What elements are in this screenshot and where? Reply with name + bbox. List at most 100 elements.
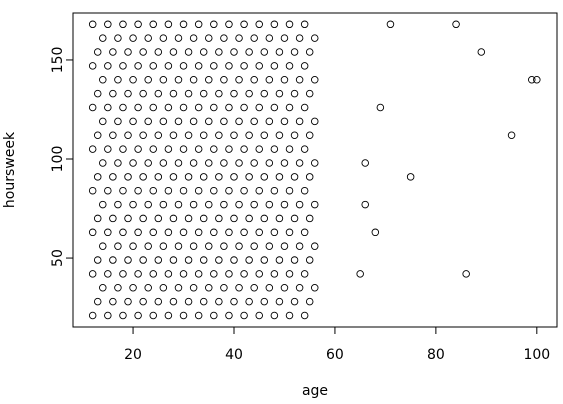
point [295, 117, 304, 126]
point [179, 311, 188, 320]
point [507, 131, 516, 139]
point [260, 256, 269, 264]
point [154, 131, 163, 139]
point [174, 76, 183, 84]
point [159, 34, 168, 42]
point [174, 242, 183, 250]
point [220, 76, 228, 84]
point [285, 145, 294, 153]
point [230, 131, 238, 139]
point [174, 284, 183, 292]
point [164, 103, 173, 112]
point [129, 76, 137, 84]
point [300, 270, 309, 278]
point [230, 297, 238, 306]
y-tick-label: 100 [50, 146, 66, 173]
point [104, 228, 112, 237]
point [139, 173, 147, 181]
point [93, 89, 102, 98]
point [285, 186, 294, 195]
point [205, 242, 213, 250]
point [99, 200, 107, 209]
point [169, 48, 178, 56]
point [270, 62, 279, 70]
point [99, 159, 107, 167]
point [124, 173, 132, 181]
point [139, 48, 147, 56]
point [270, 311, 279, 320]
point [88, 145, 97, 153]
point [230, 256, 238, 264]
point [270, 228, 279, 237]
point [225, 311, 233, 320]
point [528, 76, 536, 84]
point [240, 145, 248, 153]
point [114, 76, 122, 84]
point [260, 173, 269, 181]
point [295, 242, 304, 250]
point [164, 311, 173, 320]
point [270, 270, 279, 278]
point [93, 48, 102, 56]
point [129, 117, 137, 126]
point [104, 20, 112, 29]
point [169, 89, 178, 98]
point [154, 256, 163, 264]
point [235, 159, 243, 167]
point [210, 62, 218, 70]
point [104, 270, 112, 278]
point [305, 214, 314, 223]
point [119, 186, 127, 195]
point [184, 131, 193, 139]
point [189, 34, 198, 42]
point [300, 228, 309, 237]
point [154, 89, 163, 98]
point [255, 145, 263, 153]
point [174, 159, 183, 167]
point [109, 256, 117, 264]
point [139, 297, 147, 306]
point [285, 270, 294, 278]
point [462, 270, 470, 278]
point [144, 76, 152, 84]
point [169, 214, 178, 223]
point [199, 214, 208, 223]
point [159, 284, 168, 292]
point [220, 284, 228, 292]
point [255, 103, 263, 112]
point [149, 20, 157, 29]
point [305, 173, 314, 181]
point [149, 145, 157, 153]
point [220, 159, 228, 167]
point [255, 228, 263, 237]
point [265, 200, 274, 209]
point [235, 242, 243, 250]
point [164, 186, 173, 195]
point [134, 270, 142, 278]
point [245, 173, 253, 181]
point [194, 186, 203, 195]
point [194, 20, 203, 29]
point [295, 159, 304, 167]
point [124, 89, 132, 98]
point [179, 228, 188, 237]
point [109, 173, 117, 181]
point [194, 228, 203, 237]
point [169, 173, 178, 181]
point [114, 242, 122, 250]
point [124, 48, 132, 56]
point [225, 270, 233, 278]
point [199, 89, 208, 98]
point [139, 256, 147, 264]
point [260, 297, 269, 306]
point [310, 242, 319, 250]
point [290, 256, 299, 264]
point [295, 200, 304, 209]
point [245, 256, 253, 264]
point [260, 131, 269, 139]
point [356, 270, 364, 278]
point [144, 242, 152, 250]
point [295, 284, 304, 292]
point [280, 117, 289, 126]
point [184, 214, 193, 223]
